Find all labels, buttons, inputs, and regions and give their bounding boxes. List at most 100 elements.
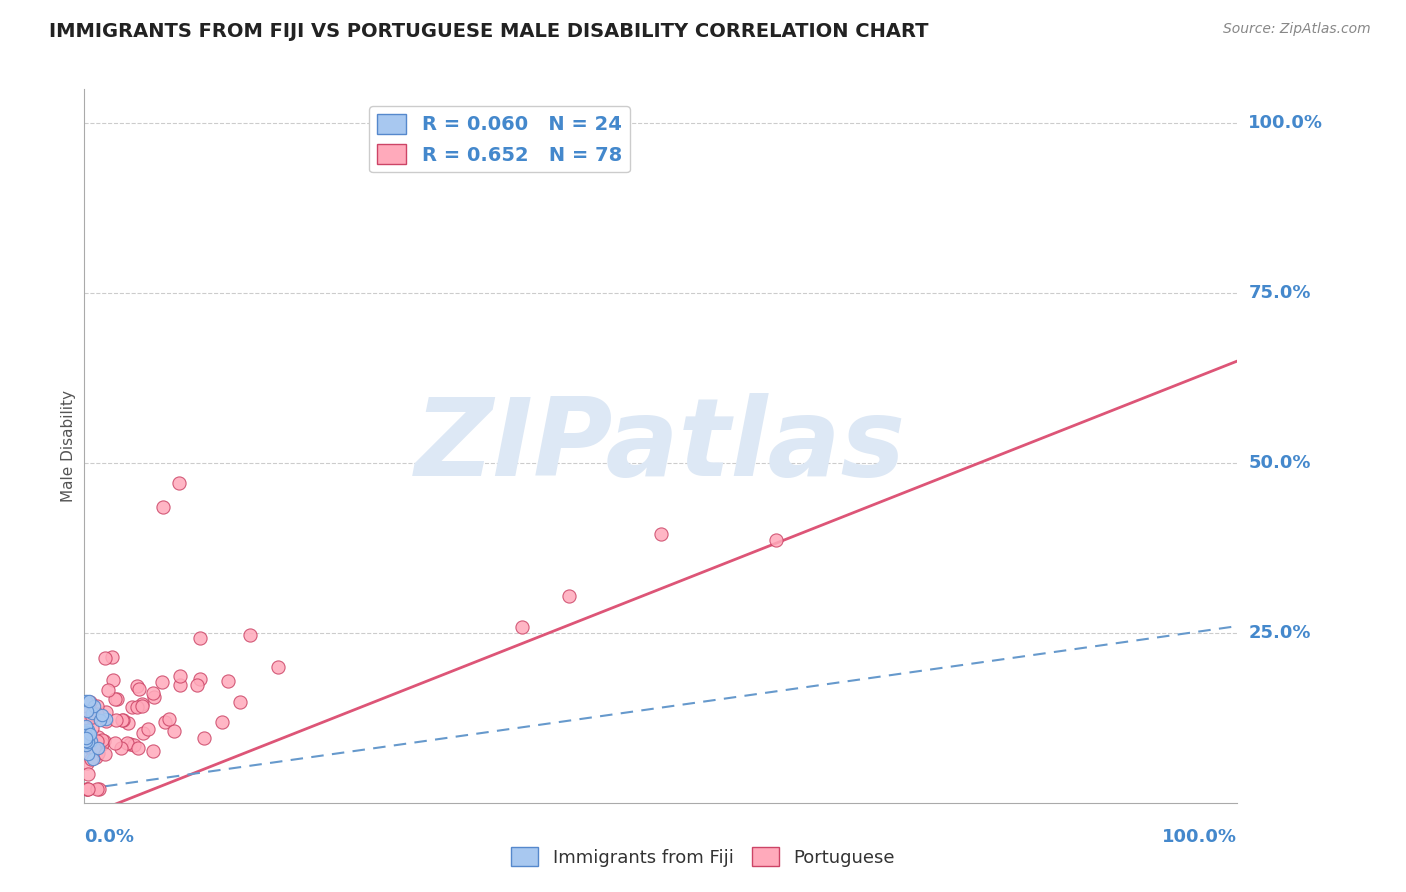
Point xyxy=(83,699,105,714)
Point xyxy=(229,695,252,709)
Point xyxy=(167,476,190,491)
Point xyxy=(239,628,262,642)
Point xyxy=(152,500,174,515)
Point xyxy=(80,706,103,720)
Point xyxy=(125,700,148,714)
Text: 100.0%: 100.0% xyxy=(1163,828,1237,846)
Point xyxy=(75,734,97,748)
Point xyxy=(87,746,110,760)
Point xyxy=(188,672,211,686)
Point xyxy=(76,704,98,718)
Point xyxy=(84,750,107,764)
Point xyxy=(91,733,114,747)
Point xyxy=(75,734,97,748)
Point xyxy=(75,739,97,753)
Legend: Immigrants from Fiji, Portuguese: Immigrants from Fiji, Portuguese xyxy=(503,840,903,874)
Point xyxy=(76,711,98,725)
Point xyxy=(83,741,105,756)
Point xyxy=(110,741,132,756)
Point xyxy=(765,533,787,547)
Point xyxy=(77,767,100,781)
Point xyxy=(87,741,110,756)
Point xyxy=(650,527,672,541)
Point xyxy=(89,782,111,797)
Point xyxy=(76,756,98,771)
Text: 50.0%: 50.0% xyxy=(1249,454,1310,472)
Point xyxy=(120,738,142,752)
Point xyxy=(80,710,103,724)
Point xyxy=(89,713,111,727)
Point xyxy=(75,728,97,742)
Point xyxy=(87,731,110,745)
Y-axis label: Male Disability: Male Disability xyxy=(60,390,76,502)
Text: 25.0%: 25.0% xyxy=(1249,624,1310,642)
Point xyxy=(76,782,98,797)
Point xyxy=(86,782,108,797)
Point xyxy=(186,678,208,692)
Point xyxy=(121,700,143,714)
Point xyxy=(75,719,97,733)
Point xyxy=(76,723,98,737)
Point xyxy=(117,715,139,730)
Point xyxy=(96,712,118,726)
Point xyxy=(267,660,290,674)
Point xyxy=(136,722,159,736)
Point xyxy=(86,733,108,747)
Point xyxy=(127,741,149,756)
Text: ZIPatlas: ZIPatlas xyxy=(415,393,907,499)
Point xyxy=(217,674,239,689)
Point xyxy=(90,708,112,723)
Point xyxy=(76,706,98,720)
Point xyxy=(105,713,128,727)
Point xyxy=(76,782,98,797)
Point xyxy=(131,699,153,714)
Point xyxy=(86,699,108,714)
Point xyxy=(512,620,534,634)
Point xyxy=(82,752,104,766)
Point xyxy=(75,725,97,739)
Point xyxy=(80,752,103,766)
Point xyxy=(150,675,173,690)
Point xyxy=(153,714,176,729)
Point xyxy=(115,736,138,750)
Point xyxy=(76,782,98,797)
Point xyxy=(142,686,165,700)
Point xyxy=(93,734,115,748)
Point xyxy=(104,736,127,750)
Text: 75.0%: 75.0% xyxy=(1249,284,1310,302)
Point xyxy=(131,698,153,712)
Point xyxy=(91,737,114,751)
Point xyxy=(128,681,150,696)
Point xyxy=(75,731,97,745)
Point xyxy=(77,747,100,761)
Legend: R = 0.060   N = 24, R = 0.652   N = 78: R = 0.060 N = 24, R = 0.652 N = 78 xyxy=(370,106,630,172)
Point xyxy=(77,740,100,755)
Point xyxy=(80,734,103,748)
Point xyxy=(169,669,191,683)
Point xyxy=(80,721,103,735)
Text: 0.0%: 0.0% xyxy=(84,828,135,846)
Point xyxy=(105,692,128,706)
Point xyxy=(193,731,215,746)
Point xyxy=(96,714,118,729)
Point xyxy=(122,738,145,752)
Point xyxy=(86,735,108,749)
Point xyxy=(94,747,117,761)
Point xyxy=(76,738,98,752)
Point xyxy=(79,727,101,741)
Point xyxy=(77,726,100,740)
Point xyxy=(77,727,100,741)
Point xyxy=(94,706,117,720)
Point xyxy=(125,680,148,694)
Point xyxy=(142,744,165,758)
Text: IMMIGRANTS FROM FIJI VS PORTUGUESE MALE DISABILITY CORRELATION CHART: IMMIGRANTS FROM FIJI VS PORTUGUESE MALE … xyxy=(49,22,929,41)
Point xyxy=(97,683,120,698)
Point xyxy=(94,651,117,665)
Point xyxy=(163,724,186,739)
Point xyxy=(111,713,134,727)
Text: Source: ZipAtlas.com: Source: ZipAtlas.com xyxy=(1223,22,1371,37)
Point xyxy=(79,695,101,709)
Point xyxy=(112,714,135,728)
Point xyxy=(76,739,98,753)
Point xyxy=(76,735,98,749)
